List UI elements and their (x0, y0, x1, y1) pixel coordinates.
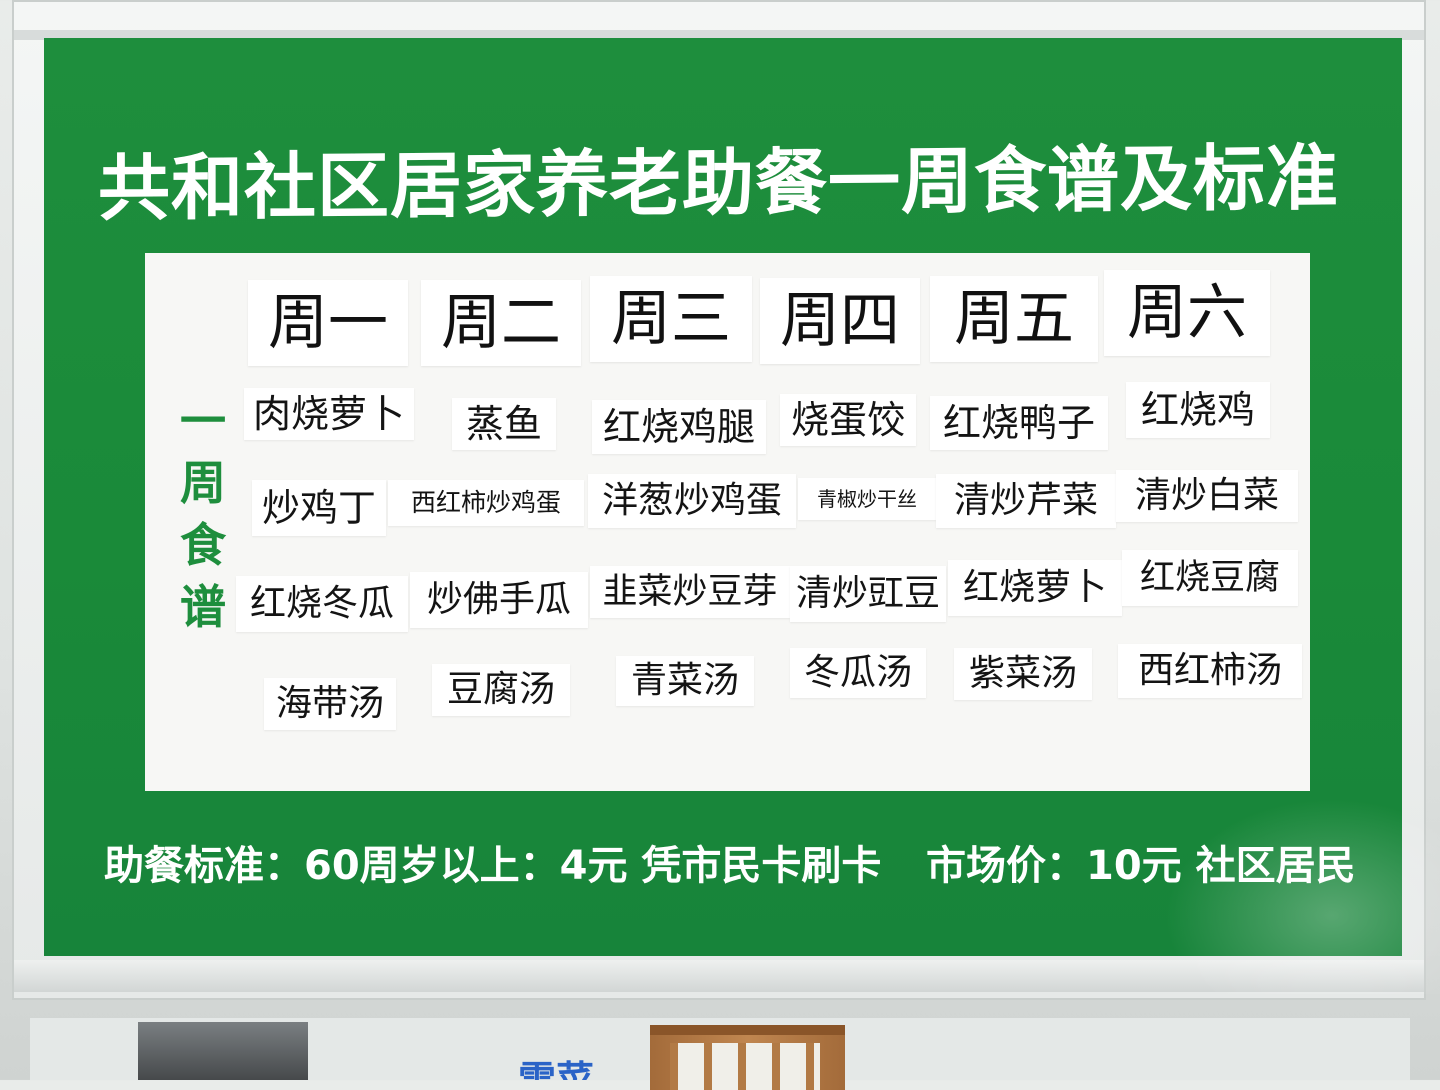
menu-item: 清炒豇豆 (790, 566, 946, 622)
blue-sign-text: 雪菜 (518, 1058, 595, 1080)
side-label-char: 食 (180, 518, 226, 572)
menu-item: 韭菜炒豆芽 (590, 566, 790, 618)
menu-item: 红烧鸡腿 (592, 400, 766, 454)
day-header-tuesday: 周二 (421, 280, 581, 366)
menu-item: 炒鸡丁 (252, 480, 386, 536)
menu-item: 红烧豆腐 (1122, 550, 1298, 606)
side-label-char: 一 (180, 394, 226, 448)
menu-item: 海带汤 (264, 678, 396, 730)
menu-item: 红烧鸭子 (930, 396, 1108, 450)
menu-item: 西红柿炒鸡蛋 (388, 480, 584, 526)
frame-bottom-rail (14, 960, 1424, 992)
menu-item: 红烧冬瓜 (236, 576, 408, 632)
menu-item: 清炒芹菜 (936, 474, 1116, 528)
day-header-saturday: 周六 (1104, 270, 1270, 356)
day-header-thursday: 周四 (760, 278, 920, 364)
appliance (138, 1022, 308, 1080)
frame-top-rail (14, 30, 1424, 40)
weekly-menu-label: 一 周 食 谱 (176, 390, 230, 638)
menu-item: 蒸鱼 (452, 398, 556, 450)
menu-item: 西红柿汤 (1118, 644, 1302, 698)
menu-item: 冬瓜汤 (790, 648, 926, 698)
menu-item: 清炒白菜 (1116, 470, 1298, 522)
day-header-monday: 周一 (248, 280, 408, 366)
board-title: 共和社区居家养老助餐一周食谱及标准 (98, 135, 1340, 231)
menu-item: 豆腐汤 (432, 664, 570, 716)
side-label-char: 谱 (180, 580, 226, 634)
side-label-char: 周 (180, 456, 226, 510)
menu-item: 炒佛手瓜 (410, 572, 588, 628)
menu-item: 烧蛋饺 (780, 394, 916, 446)
menu-item: 紫菜汤 (954, 648, 1092, 700)
menu-item: 青椒炒干丝 (798, 478, 936, 520)
light-glare (1164, 798, 1440, 994)
menu-item: 肉烧萝卜 (244, 388, 414, 440)
menu-item: 青菜汤 (616, 656, 754, 706)
day-header-friday: 周五 (930, 276, 1098, 362)
wooden-chair (650, 1025, 845, 1090)
meal-standard-text: 助餐标准：60周岁以上：4元 凭市民卡刷卡 (104, 843, 882, 889)
menu-item: 红烧鸡 (1126, 382, 1270, 438)
day-header-wednesday: 周三 (590, 276, 752, 362)
market-price-text: 市场价：10元 社区居民 (926, 843, 1356, 889)
menu-item: 洋葱炒鸡蛋 (588, 474, 796, 528)
menu-item: 红烧萝卜 (948, 560, 1122, 616)
